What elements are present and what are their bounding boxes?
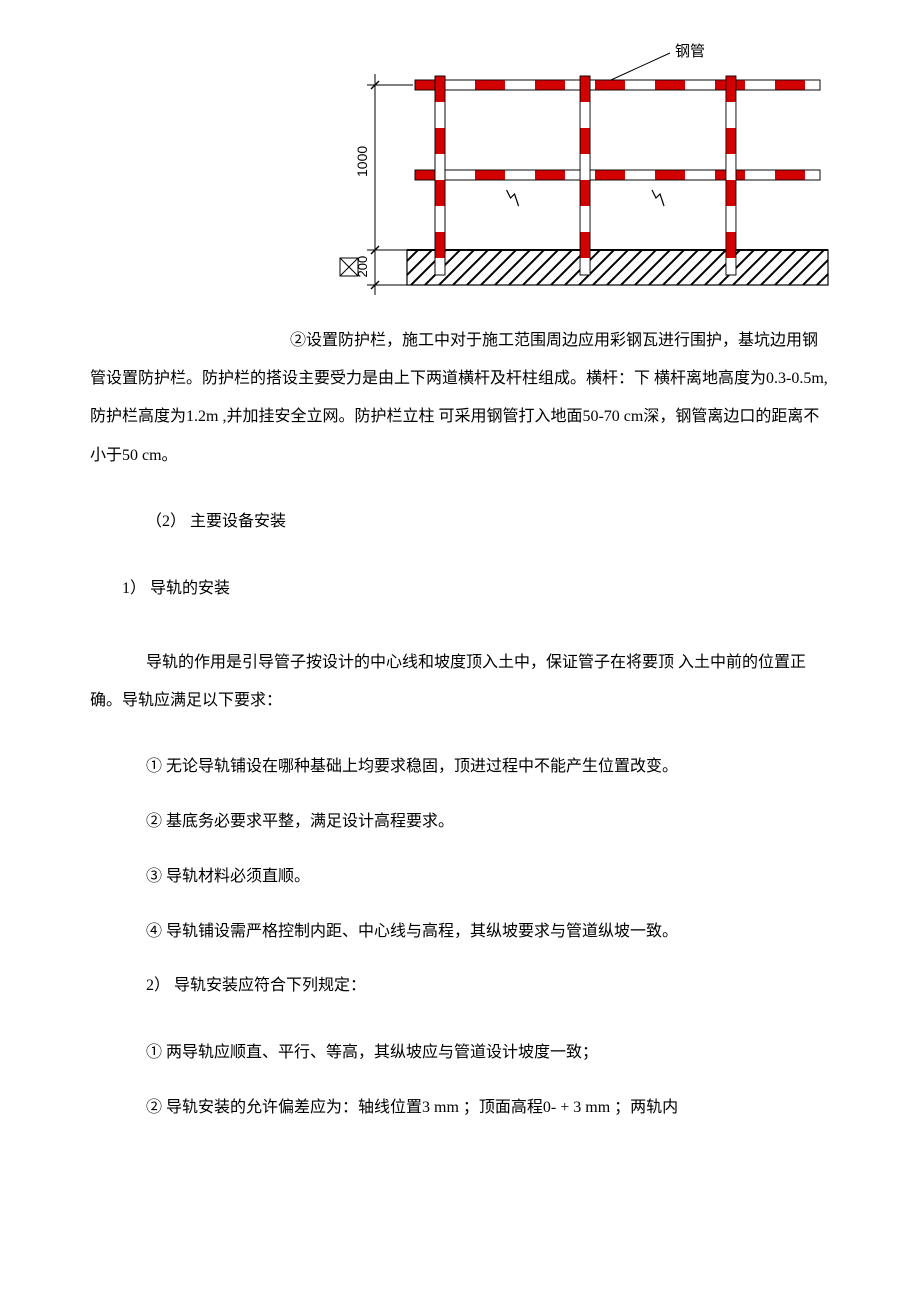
list-item-2: ② 基底务必要求平整，满足设计高程要求。 — [90, 804, 830, 839]
svg-text:钢管: 钢管 — [675, 43, 705, 60]
list-item-4: ④ 导轨铺设需严格控制内距、中心线与高程，其纵坡要求与管道纵坡一致。 — [90, 914, 830, 949]
heading-rail-install: 1） 导轨的安装 — [90, 570, 830, 608]
heading-rail-rules: 2） 导轨安装应符合下列规定： — [90, 973, 830, 999]
paragraph-rail-purpose: 导轨的作用是引导管子按设计的中心线和坡度顶入土中，保证管子在将要顶 入土中前的位… — [90, 644, 830, 721]
list-item-3: ③ 导轨材料必须直顺。 — [90, 859, 830, 894]
text: ②设置防护栏，施工中对于施工范围周边应用彩钢瓦进行围护，基坑边用钢管设置防护栏。… — [90, 332, 828, 464]
list-item-6: ② 导轨安装的允许偏差应为：轴线位置3 mm ；顶面高程0- + 3 mm ；两… — [90, 1090, 830, 1125]
guardrail-diagram: 钢管1000200 — [320, 40, 830, 305]
list-item-1: ① 无论导轨铺设在哪种基础上均要求稳固，顶进过程中不能产生位置改变。 — [90, 749, 830, 784]
list-item-5: ① 两导轨应顺直、平行、等高，其纵坡应与管道设计坡度一致； — [90, 1035, 830, 1070]
figure-container: 钢管1000200 — [90, 40, 830, 314]
paragraph-guardrail: ②设置防护栏，施工中对于施工范围周边应用彩钢瓦进行围护，基坑边用钢管设置防护栏。… — [90, 322, 830, 476]
svg-text:1000: 1000 — [354, 146, 370, 177]
document-page: 钢管1000200 ②设置防护栏，施工中对于施工范围周边应用彩钢瓦进行围护，基坑… — [0, 0, 920, 1205]
heading-equipment: （2） 主要设备安装 — [90, 503, 830, 541]
guardrail-figure: 钢管1000200 — [320, 40, 830, 314]
